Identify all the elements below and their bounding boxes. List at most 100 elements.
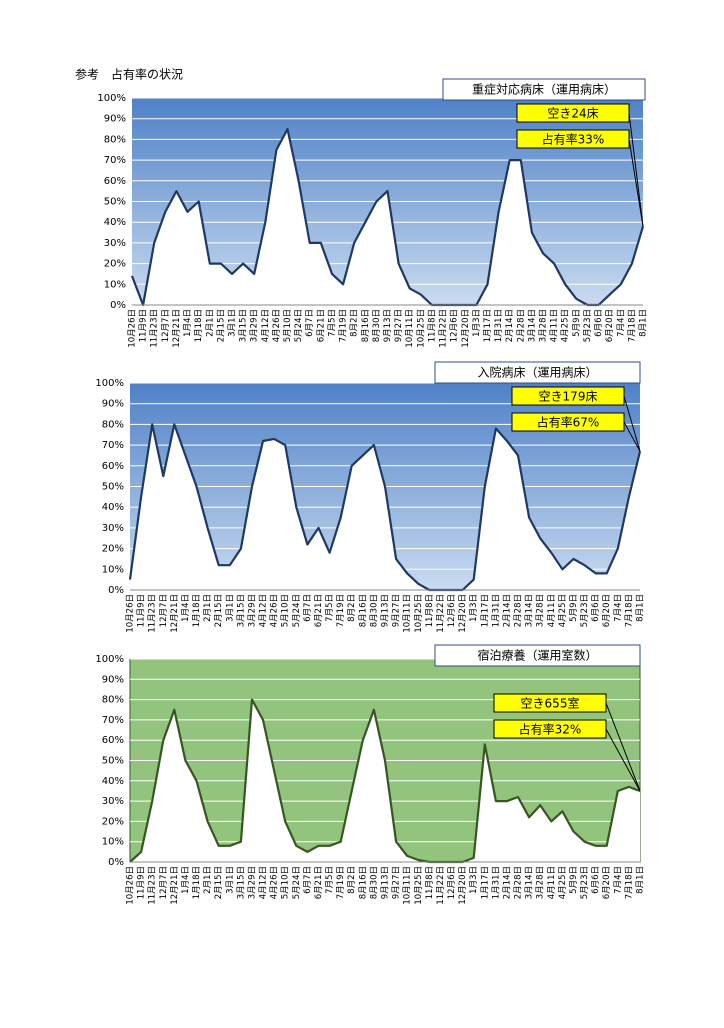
y-tick-label: 80% (102, 695, 124, 706)
x-tick-label: 2月14日 (502, 866, 512, 899)
x-tick-label: 1月17日 (483, 309, 493, 342)
x-tick-label: 6月6日 (591, 866, 601, 894)
x-tick-label: 6月20日 (602, 594, 612, 627)
chart-title: 宿泊療養（運用室数） (477, 648, 597, 663)
x-tick-label: 12月7日 (161, 309, 171, 342)
x-tick-label: 3月29日 (250, 309, 260, 342)
x-tick-label: 7月18日 (624, 866, 634, 899)
x-tick-label: 7月4日 (616, 309, 626, 337)
x-tick-label: 3月14日 (525, 594, 535, 627)
y-tick-label: 40% (102, 776, 124, 787)
x-tick-label: 1月17日 (480, 594, 490, 627)
leader-line (605, 728, 641, 792)
x-tick-label: 6月6日 (591, 594, 601, 622)
x-tick-label: 1月17日 (480, 866, 490, 899)
x-tick-label: 5月24日 (292, 866, 302, 899)
x-tick-label: 4月12日 (259, 594, 269, 627)
x-tick-label: 4月26日 (270, 866, 280, 899)
x-tick-label: 4月12日 (259, 866, 269, 899)
annotation: 空き179床 (539, 390, 598, 404)
x-tick-label: 5月10日 (283, 309, 293, 342)
x-tick-label: 11月22日 (436, 594, 446, 633)
x-tick-label: 2月28日 (516, 309, 526, 342)
x-tick-label: 12月21日 (172, 309, 182, 348)
y-tick-label: 80% (104, 134, 126, 145)
x-tick-label: 11月9日 (139, 309, 149, 342)
x-tick-label: 6月20日 (602, 866, 612, 899)
annotation: 占有率32% (519, 722, 582, 737)
x-tick-label: 7月19日 (336, 594, 346, 627)
x-tick-label: 12月7日 (159, 866, 169, 899)
x-tick-label: 4月25日 (558, 594, 568, 627)
annotation-box (516, 129, 630, 149)
y-tick-label: 10% (104, 279, 126, 290)
x-tick-label: 5月9日 (569, 866, 579, 894)
x-tick-label: 5月24日 (292, 594, 302, 627)
x-tick-label: 4月26日 (272, 309, 282, 342)
x-tick-label: 2月14日 (502, 594, 512, 627)
y-tick-label: 30% (104, 238, 126, 249)
x-tick-label: 7月18日 (627, 309, 637, 342)
x-tick-label: 2月1日 (203, 866, 213, 894)
x-tick-label: 4月26日 (270, 594, 280, 627)
x-tick-label: 9月13日 (381, 594, 391, 627)
x-tick-label: 1月18日 (194, 309, 204, 342)
x-tick-label: 11月8日 (425, 866, 435, 899)
y-tick-label: 20% (102, 816, 124, 827)
x-tick-label: 7月5日 (325, 594, 335, 622)
x-tick-label: 2月28日 (514, 594, 524, 627)
x-tick-label: 11月22日 (436, 866, 446, 905)
x-tick-label: 1月31日 (491, 866, 501, 899)
x-tick-label: 5月23日 (580, 866, 590, 899)
chart-title: 重症対応病床（運用病床） (472, 82, 616, 97)
x-tick-label: 12月7日 (159, 594, 169, 627)
y-tick-label: 60% (104, 176, 126, 187)
x-tick-label: 8月30日 (372, 309, 382, 342)
x-tick-label: 9月27日 (392, 866, 402, 899)
annotation: 占有率67% (537, 415, 600, 430)
x-tick-label: 10月25日 (414, 866, 424, 905)
leader-line (623, 421, 641, 452)
x-tick-label: 4月25日 (561, 309, 571, 342)
x-tick-label: 2月15日 (214, 866, 224, 899)
x-tick-label: 6月6日 (594, 309, 604, 337)
x-tick-label: 5月10日 (281, 594, 291, 627)
x-tick-label: 6月7日 (303, 866, 313, 894)
x-tick-label: 11月23日 (148, 866, 158, 905)
x-tick-label: 12月21日 (170, 866, 180, 905)
x-tick-label: 1月4日 (181, 866, 191, 894)
y-tick-label: 100% (95, 654, 124, 665)
x-tick-label: 5月23日 (580, 594, 590, 627)
y-tick-label: 60% (102, 461, 124, 472)
x-tick-label: 12月20日 (458, 866, 468, 905)
x-tick-label: 11月8日 (425, 594, 435, 627)
leader-line (628, 112, 644, 227)
x-tick-label: 12月6日 (450, 309, 460, 342)
annotation: 占有率33% (542, 132, 605, 147)
x-tick-label: 7月19日 (336, 866, 346, 899)
y-tick-label: 100% (95, 378, 124, 389)
x-tick-label: 10月26日 (128, 309, 138, 348)
y-tick-label: 90% (102, 674, 124, 685)
x-tick-label: 3月1日 (227, 309, 237, 337)
x-tick-label: 7月19日 (339, 309, 349, 342)
x-tick-label: 12月6日 (447, 866, 457, 899)
area (132, 129, 643, 305)
y-tick-label: 90% (102, 399, 124, 410)
x-tick-label: 10月25日 (416, 309, 426, 348)
x-tick-label: 7月4日 (613, 594, 623, 622)
annotation: 空き655室 (521, 696, 580, 711)
x-tick-label: 8月30日 (369, 866, 379, 899)
leader-line (623, 395, 641, 452)
x-tick-label: 11月23日 (148, 594, 158, 633)
x-tick-label: 7月5日 (327, 309, 337, 337)
x-tick-label: 1月31日 (494, 309, 504, 342)
x-tick-label: 10月11日 (403, 866, 413, 905)
x-tick-label: 7月5日 (325, 866, 335, 894)
x-tick-label: 9月13日 (383, 309, 393, 342)
line (130, 128, 645, 307)
area (130, 699, 640, 862)
x-tick-label: 3月29日 (247, 866, 257, 899)
title-box (434, 361, 641, 384)
